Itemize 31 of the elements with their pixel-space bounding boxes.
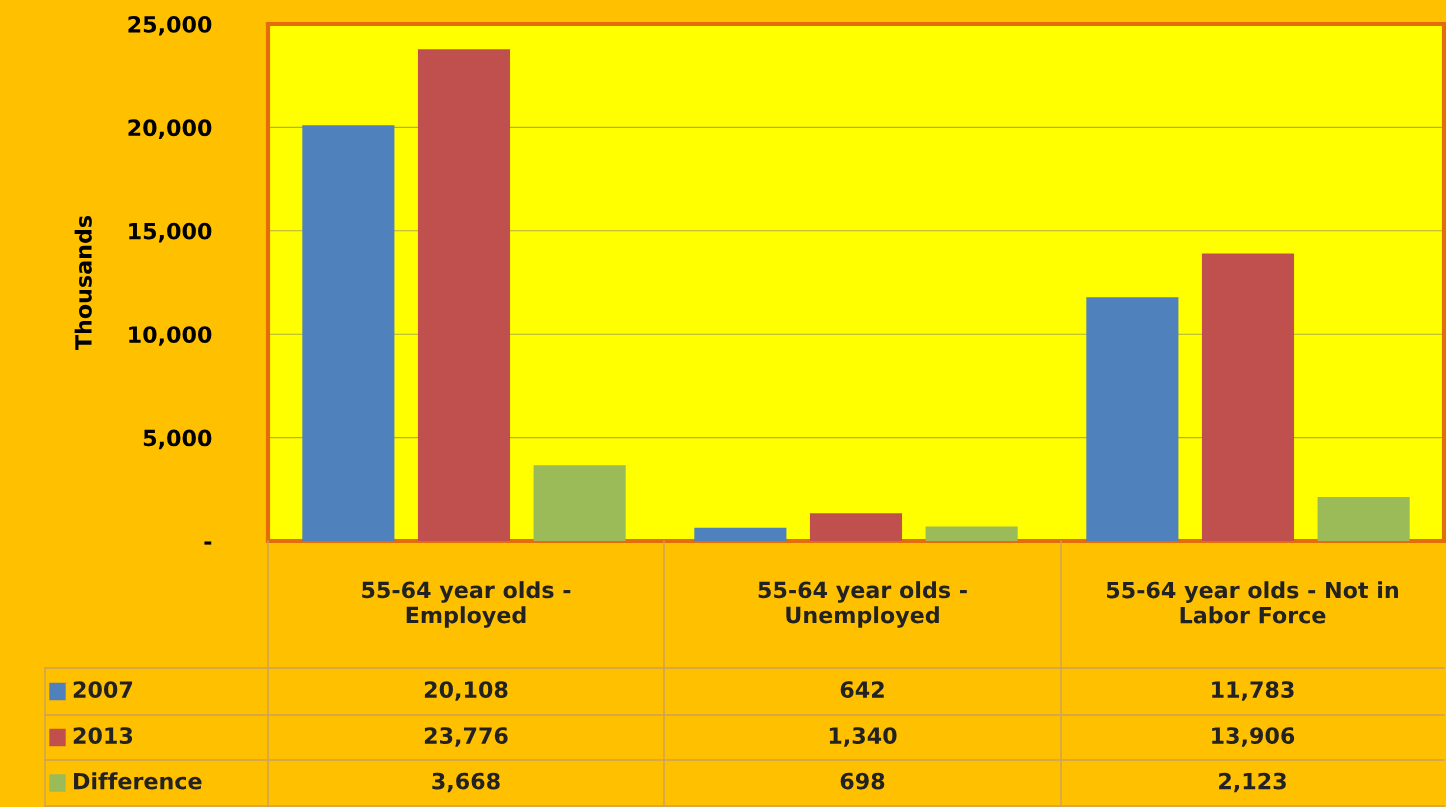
x-tick-label: 55-64 year olds - Not in Labor Force (1107, 581, 1398, 624)
y-tick-label: 25,000 (128, 15, 212, 36)
data-label: 1,340 (829, 727, 897, 747)
y-tick-label: 10,000 (129, 326, 212, 346)
bar (1317, 497, 1410, 541)
y-axis-title: Thousands (74, 215, 92, 351)
bar (925, 526, 1018, 541)
x-tick-label: 55-64 year olds - Unemployed (758, 581, 967, 628)
y-tick-label: - (204, 541, 212, 545)
data-label: 3,668 (432, 772, 500, 793)
y-tick-label: 15,000 (129, 222, 212, 243)
bar (694, 527, 787, 541)
data-label: 11,783 (1212, 681, 1294, 701)
x-tick-label: 55-64 year olds - Employed (362, 581, 571, 628)
y-tick-label: 5,000 (143, 429, 212, 450)
data-label: 20,108 (424, 681, 508, 701)
data-label: 642 (840, 681, 884, 698)
legend-label: 2007 (73, 681, 133, 698)
bar (809, 513, 903, 541)
data-label: 2,123 (1219, 772, 1286, 793)
y-tick-label: 20,000 (128, 119, 212, 139)
data-label: 13,906 (1212, 727, 1295, 747)
bar (533, 465, 626, 541)
bar (1201, 253, 1295, 541)
legend-label: Difference (74, 772, 202, 790)
bar (302, 125, 395, 541)
data-label: 23,776 (424, 727, 508, 747)
legend-label: 2013 (73, 727, 133, 744)
bar (1086, 297, 1179, 541)
data-label: 698 (840, 772, 885, 790)
bar (417, 49, 511, 541)
